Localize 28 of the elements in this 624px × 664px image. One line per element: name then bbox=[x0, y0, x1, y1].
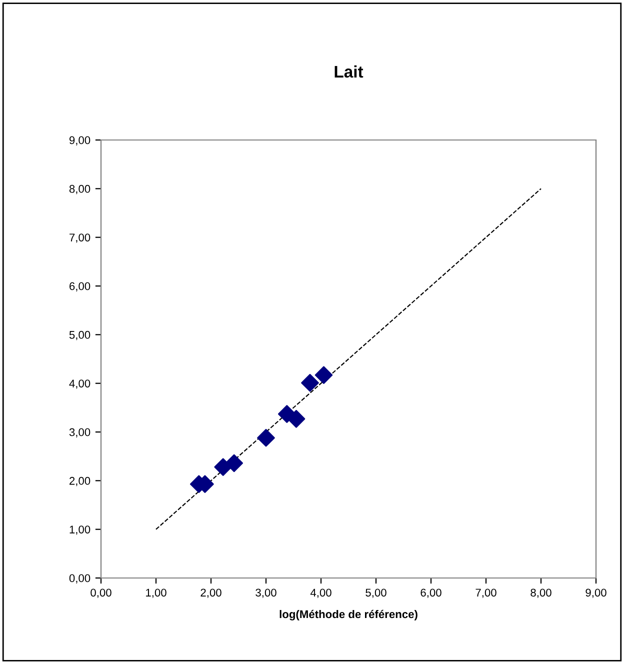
x-tick-label: 2,00 bbox=[200, 588, 222, 598]
y-tick-label: 9,00 bbox=[69, 136, 90, 146]
point bbox=[257, 428, 275, 447]
x-tick-label: 8,00 bbox=[530, 588, 552, 598]
point bbox=[225, 454, 244, 472]
y-tick-label: 3,00 bbox=[69, 428, 90, 438]
chart-title: Lait bbox=[334, 65, 364, 78]
y-tick-label: 5,00 bbox=[69, 330, 90, 340]
x-tick-label: 5,00 bbox=[366, 588, 386, 598]
point bbox=[214, 458, 232, 476]
x-tick-label: 9,00 bbox=[586, 588, 606, 598]
point bbox=[287, 410, 306, 428]
y-tick-label: 6,00 bbox=[70, 282, 90, 292]
x-tick-label: 4,00 bbox=[310, 588, 332, 598]
x-tick-label: 0,00 bbox=[90, 588, 112, 598]
x-tick-label: 6,00 bbox=[420, 588, 442, 598]
x-tick-label: 1,00 bbox=[146, 588, 166, 598]
y-tick-label: 8,00 bbox=[69, 184, 90, 194]
y-tick-label: 1,00 bbox=[70, 526, 90, 535]
y-tick-label: 0,00 bbox=[69, 574, 90, 584]
y-tick-label: 7,00 bbox=[70, 234, 90, 243]
y-tick-label: 2,00 bbox=[70, 476, 90, 486]
x-tick-label: 7,00 bbox=[476, 588, 496, 598]
point bbox=[301, 374, 319, 392]
point bbox=[314, 366, 333, 384]
x-axis-title: log(Méthode de référence) bbox=[280, 610, 418, 620]
y-tick-label: 4,00 bbox=[69, 380, 90, 389]
x-tick-label: 3,00 bbox=[256, 588, 276, 598]
